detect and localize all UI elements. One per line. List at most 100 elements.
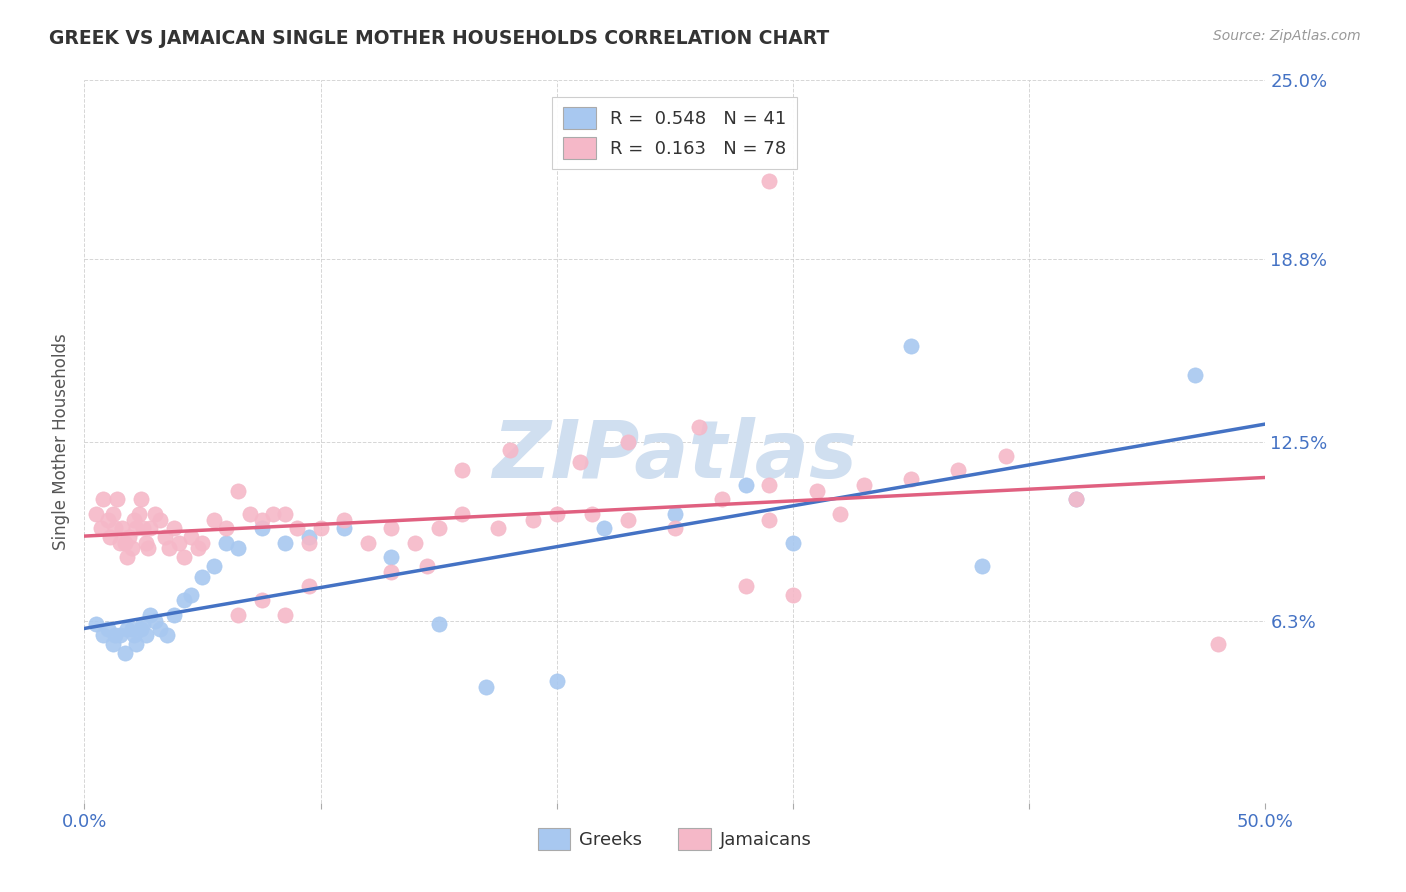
Point bbox=[129, 492, 152, 507]
Point bbox=[486, 521, 509, 535]
Text: GREEK VS JAMAICAN SINGLE MOTHER HOUSEHOLDS CORRELATION CHART: GREEK VS JAMAICAN SINGLE MOTHER HOUSEHOL… bbox=[49, 29, 830, 47]
Point bbox=[688, 420, 710, 434]
Point bbox=[226, 541, 249, 556]
Point bbox=[129, 623, 152, 637]
Point bbox=[143, 614, 166, 628]
Point bbox=[108, 628, 131, 642]
Point bbox=[711, 492, 734, 507]
Point bbox=[226, 607, 249, 622]
Point bbox=[664, 507, 686, 521]
Point bbox=[298, 535, 321, 549]
Point bbox=[522, 512, 544, 526]
Point bbox=[569, 455, 592, 469]
Point bbox=[758, 478, 780, 492]
Point bbox=[333, 521, 356, 535]
Point bbox=[830, 507, 852, 521]
Point bbox=[202, 558, 225, 573]
Point bbox=[416, 558, 439, 573]
Point bbox=[104, 521, 127, 535]
Point bbox=[806, 483, 828, 498]
Point bbox=[1066, 492, 1088, 507]
Point bbox=[125, 637, 148, 651]
Point bbox=[135, 628, 157, 642]
Point bbox=[215, 535, 238, 549]
Point bbox=[309, 521, 332, 535]
Legend: Greeks, Jamaicans: Greeks, Jamaicans bbox=[529, 819, 821, 859]
Point bbox=[451, 507, 474, 521]
Point bbox=[153, 530, 176, 544]
Point bbox=[91, 628, 114, 642]
Point bbox=[187, 541, 209, 556]
Point bbox=[215, 521, 238, 535]
Point bbox=[180, 530, 202, 544]
Point bbox=[1066, 492, 1088, 507]
Point bbox=[250, 512, 273, 526]
Point bbox=[226, 483, 249, 498]
Point bbox=[664, 521, 686, 535]
Point bbox=[357, 535, 380, 549]
Point bbox=[163, 521, 186, 535]
Point bbox=[90, 521, 112, 535]
Point bbox=[782, 535, 804, 549]
Point bbox=[274, 607, 297, 622]
Point bbox=[475, 680, 498, 694]
Point bbox=[143, 507, 166, 521]
Point bbox=[173, 550, 195, 565]
Point bbox=[122, 628, 145, 642]
Point bbox=[101, 637, 124, 651]
Point bbox=[156, 628, 179, 642]
Point bbox=[191, 535, 214, 549]
Point bbox=[132, 521, 155, 535]
Point bbox=[380, 550, 402, 565]
Point bbox=[104, 628, 127, 642]
Point bbox=[121, 541, 143, 556]
Point bbox=[948, 463, 970, 477]
Point bbox=[136, 541, 159, 556]
Point bbox=[114, 646, 136, 660]
Point bbox=[157, 541, 180, 556]
Point bbox=[427, 616, 450, 631]
Point bbox=[616, 434, 638, 449]
Point bbox=[298, 530, 321, 544]
Point bbox=[298, 579, 321, 593]
Point bbox=[782, 588, 804, 602]
Point bbox=[900, 472, 922, 486]
Point bbox=[107, 492, 129, 507]
Point bbox=[333, 512, 356, 526]
Point bbox=[114, 535, 136, 549]
Point bbox=[404, 535, 426, 549]
Point bbox=[191, 570, 214, 584]
Point bbox=[451, 463, 474, 477]
Point bbox=[239, 507, 262, 521]
Point bbox=[734, 478, 756, 492]
Point bbox=[581, 507, 603, 521]
Point bbox=[900, 339, 922, 353]
Point bbox=[758, 512, 780, 526]
Y-axis label: Single Mother Households: Single Mother Households bbox=[52, 334, 70, 549]
Point bbox=[121, 623, 143, 637]
Point bbox=[163, 607, 186, 622]
Point bbox=[139, 607, 162, 622]
Point bbox=[118, 530, 141, 544]
Point bbox=[380, 565, 402, 579]
Point bbox=[128, 507, 150, 521]
Point bbox=[139, 521, 162, 535]
Text: Source: ZipAtlas.com: Source: ZipAtlas.com bbox=[1213, 29, 1361, 43]
Point bbox=[250, 521, 273, 535]
Point bbox=[1184, 368, 1206, 382]
Point bbox=[734, 579, 756, 593]
Point bbox=[262, 507, 284, 521]
Point bbox=[1206, 637, 1229, 651]
Point bbox=[91, 492, 114, 507]
Point bbox=[274, 535, 297, 549]
Point bbox=[593, 521, 616, 535]
Point bbox=[285, 521, 308, 535]
Point bbox=[101, 507, 124, 521]
Point bbox=[758, 174, 780, 188]
Point bbox=[132, 616, 155, 631]
Point bbox=[108, 535, 131, 549]
Point bbox=[180, 588, 202, 602]
Point bbox=[135, 535, 157, 549]
Point bbox=[149, 512, 172, 526]
Text: ZIPatlas: ZIPatlas bbox=[492, 417, 858, 495]
